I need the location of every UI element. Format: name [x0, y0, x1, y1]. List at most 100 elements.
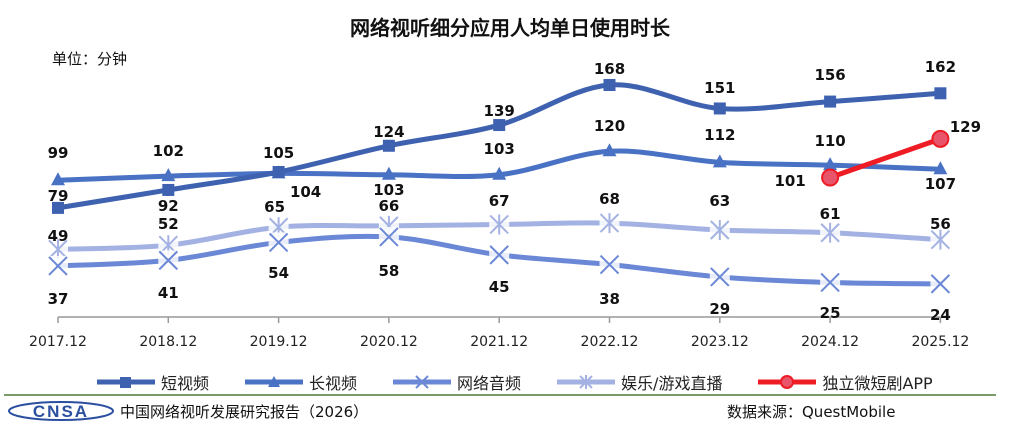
legend-marker-triangle — [245, 376, 304, 387]
data-point-square — [162, 183, 175, 196]
data-label: 29 — [709, 300, 730, 318]
legend-item-live: 娱乐/游戏直播 — [555, 370, 722, 394]
series-line — [827, 136, 943, 181]
data-point-x — [268, 232, 289, 253]
data-label: 151 — [704, 79, 735, 97]
x-tick-label: 2019.12 — [250, 334, 308, 350]
data-point-triangle — [602, 143, 617, 157]
data-label: 25 — [820, 304, 841, 322]
cnsa-logo: CNSA — [8, 401, 114, 421]
data-point-x — [930, 274, 951, 294]
x-tick-label: 2024.12 — [801, 334, 859, 350]
data-label: 120 — [594, 117, 625, 135]
data-point-square — [934, 87, 947, 100]
data-point-triangle — [161, 168, 176, 182]
x-tick-label: 2021.12 — [470, 334, 528, 350]
data-label: 112 — [704, 126, 735, 144]
data-point-square — [713, 102, 726, 115]
data-label: 129 — [950, 118, 981, 136]
footer-divider — [4, 394, 996, 396]
x-tick-label: 2023.12 — [691, 334, 749, 350]
data-label: 162 — [925, 58, 956, 76]
data-label: 37 — [48, 290, 69, 308]
data-label: 54 — [268, 264, 289, 282]
svg-text:CNSA: CNSA — [33, 402, 89, 421]
data-point-star — [489, 214, 509, 235]
data-label: 107 — [925, 175, 956, 193]
legend: 短视频 长视频 网络音频 娱乐/游戏直播 独立微短剧APP — [95, 370, 933, 394]
data-label: 61 — [820, 205, 841, 223]
data-label: 67 — [489, 192, 510, 210]
data-point-triangle — [823, 157, 838, 171]
x-tick-label: 2025.12 — [911, 334, 969, 350]
data-label: 124 — [373, 123, 404, 141]
data-label: 105 — [263, 144, 294, 162]
data-point-x — [820, 272, 840, 293]
data-point-x — [379, 227, 399, 247]
report-name: 中国网络视听发展研究报告（2026） — [120, 403, 369, 421]
data-label: 52 — [158, 215, 179, 233]
legend-label: 长视频 — [309, 374, 358, 393]
legend-label: 娱乐/游戏直播 — [621, 374, 723, 393]
data-label: 92 — [158, 197, 179, 215]
data-label: 101 — [774, 172, 805, 190]
data-label: 24 — [930, 306, 951, 324]
data-point-x — [48, 256, 68, 276]
data-point-square — [824, 95, 837, 108]
data-source: 数据来源：QuestMobile — [727, 403, 896, 421]
data-label: 45 — [489, 278, 510, 296]
data-label: 102 — [153, 142, 184, 160]
data-label: 41 — [158, 284, 179, 302]
data-label: 103 — [373, 181, 404, 199]
legend-marker-square — [97, 377, 155, 388]
legend-label: 独立微短剧APP — [822, 374, 933, 393]
unit-label: 单位：分钟 — [52, 50, 128, 68]
x-tick-label: 2017.12 — [29, 334, 87, 350]
data-point-triangle — [381, 166, 396, 180]
data-label: 99 — [48, 144, 69, 162]
legend-item-audio: 网络音频 — [391, 370, 521, 394]
legend-marker-circle — [758, 375, 817, 389]
data-point-star — [820, 222, 840, 243]
data-point-circle — [931, 129, 950, 148]
data-label: 63 — [709, 192, 730, 210]
data-point-star — [930, 229, 951, 250]
x-tick-label: 2020.12 — [360, 334, 418, 350]
legend-item-short-video: 短视频 — [95, 370, 209, 394]
data-label: 68 — [599, 190, 620, 208]
data-point-x — [710, 267, 730, 287]
data-point-square — [52, 201, 64, 214]
data-label: 139 — [484, 102, 515, 120]
data-label: 65 — [264, 198, 285, 216]
legend-label: 网络音频 — [457, 374, 522, 393]
data-point-triangle — [492, 166, 507, 180]
data-label: 58 — [378, 262, 399, 280]
legend-item-long-video: 长视频 — [243, 370, 357, 394]
data-point-triangle — [712, 154, 727, 168]
data-label: 110 — [814, 132, 845, 150]
legend-marker-star — [557, 375, 616, 389]
data-label: 56 — [930, 215, 951, 233]
data-label: 156 — [814, 66, 845, 84]
data-label: 66 — [378, 197, 399, 215]
data-point-triangle — [933, 161, 948, 175]
data-label: 79 — [48, 187, 69, 205]
chart-title: 网络视听细分应用人均单日使用时长 — [350, 16, 670, 40]
data-point-square — [493, 119, 506, 132]
data-label: 38 — [599, 290, 620, 308]
data-label: 103 — [484, 140, 515, 158]
legend-item-micro-drama: 独立微短剧APP — [756, 370, 933, 394]
data-label: 168 — [594, 60, 625, 78]
data-point-x — [489, 245, 509, 265]
data-point-triangle — [51, 172, 65, 186]
data-point-star — [599, 213, 620, 234]
data-point-star — [710, 220, 730, 240]
data-point-x — [599, 254, 620, 275]
data-label: 104 — [290, 183, 321, 201]
legend-label: 短视频 — [161, 374, 210, 393]
data-point-circle — [821, 168, 840, 187]
legend-marker-x — [393, 375, 452, 389]
data-point-square — [382, 139, 395, 152]
data-label: 49 — [48, 227, 69, 245]
